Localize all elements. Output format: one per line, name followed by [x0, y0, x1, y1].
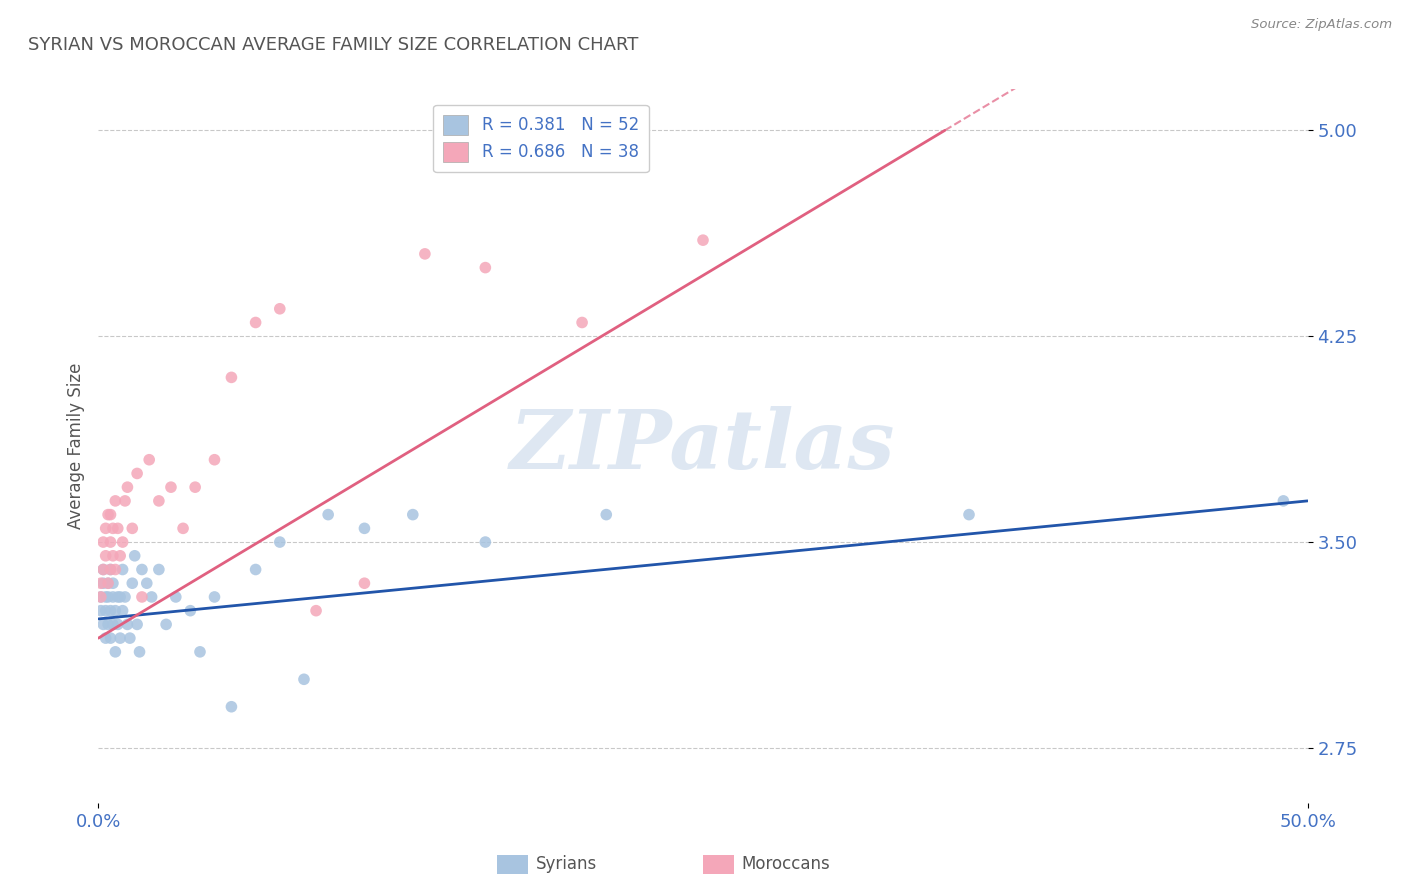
- Point: [104, 645, 127, 659]
- Point: [172, 521, 194, 535]
- Point: [188, 645, 211, 659]
- Point: [108, 631, 131, 645]
- Point: [101, 590, 124, 604]
- Point: [91, 562, 114, 576]
- Point: [97, 508, 120, 522]
- Point: [108, 549, 131, 563]
- Point: [100, 604, 122, 618]
- Point: [97, 576, 120, 591]
- Point: [111, 604, 134, 618]
- Point: [127, 467, 149, 481]
- Point: [402, 508, 425, 522]
- Point: [204, 590, 226, 604]
- Text: Syrians: Syrians: [536, 855, 596, 873]
- Point: [101, 617, 124, 632]
- Point: [121, 576, 143, 591]
- Point: [474, 535, 496, 549]
- Point: [957, 508, 980, 522]
- Point: [474, 260, 496, 275]
- Point: [1272, 494, 1295, 508]
- Point: [94, 590, 117, 604]
- Point: [101, 576, 124, 591]
- Point: [353, 576, 375, 591]
- Point: [138, 452, 160, 467]
- Point: [292, 673, 315, 687]
- Point: [100, 562, 122, 576]
- Point: [131, 562, 153, 576]
- Point: [245, 562, 267, 576]
- Point: [90, 590, 112, 604]
- Point: [269, 301, 291, 316]
- Point: [114, 590, 136, 604]
- Point: [101, 521, 124, 535]
- Point: [91, 562, 114, 576]
- Point: [107, 521, 129, 535]
- Point: [221, 699, 243, 714]
- Point: [148, 562, 170, 576]
- Point: [117, 480, 139, 494]
- Point: [100, 508, 122, 522]
- Text: Moroccans: Moroccans: [741, 855, 830, 873]
- Point: [100, 631, 122, 645]
- Legend: R = 0.381   N = 52, R = 0.686   N = 38: R = 0.381 N = 52, R = 0.686 N = 38: [433, 104, 648, 172]
- Point: [204, 452, 226, 467]
- Point: [127, 617, 149, 632]
- Point: [97, 576, 120, 591]
- Point: [131, 590, 153, 604]
- Point: [135, 576, 157, 591]
- Point: [100, 535, 122, 549]
- Point: [111, 535, 134, 549]
- Point: [179, 604, 201, 618]
- Point: [97, 590, 120, 604]
- Point: [91, 535, 114, 549]
- Point: [124, 549, 146, 563]
- Point: [104, 604, 127, 618]
- Point: [117, 617, 139, 632]
- Point: [221, 370, 243, 384]
- Y-axis label: Average Family Size: Average Family Size: [66, 363, 84, 529]
- Point: [184, 480, 207, 494]
- Point: [305, 604, 328, 618]
- Text: SYRIAN VS MOROCCAN AVERAGE FAMILY SIZE CORRELATION CHART: SYRIAN VS MOROCCAN AVERAGE FAMILY SIZE C…: [28, 36, 638, 54]
- Point: [94, 604, 117, 618]
- Point: [245, 316, 267, 330]
- Point: [104, 562, 127, 576]
- Point: [111, 562, 134, 576]
- Point: [101, 549, 124, 563]
- Point: [148, 494, 170, 508]
- Point: [90, 576, 112, 591]
- Point: [118, 631, 141, 645]
- Point: [94, 549, 117, 563]
- Point: [91, 576, 114, 591]
- Point: [90, 590, 112, 604]
- Point: [595, 508, 617, 522]
- Point: [692, 233, 714, 247]
- Point: [104, 494, 127, 508]
- Point: [114, 494, 136, 508]
- Point: [141, 590, 163, 604]
- Point: [269, 535, 291, 549]
- Point: [97, 617, 120, 632]
- Point: [121, 521, 143, 535]
- Point: [94, 631, 117, 645]
- Point: [165, 590, 187, 604]
- Text: ZIPatlas: ZIPatlas: [510, 406, 896, 486]
- Point: [100, 562, 122, 576]
- Point: [160, 480, 183, 494]
- Point: [107, 617, 129, 632]
- Point: [91, 617, 114, 632]
- Point: [571, 316, 593, 330]
- Point: [108, 590, 131, 604]
- Point: [107, 590, 129, 604]
- Point: [413, 247, 436, 261]
- Text: Source: ZipAtlas.com: Source: ZipAtlas.com: [1251, 18, 1392, 31]
- Point: [128, 645, 150, 659]
- Point: [353, 521, 375, 535]
- Point: [316, 508, 339, 522]
- Point: [90, 604, 112, 618]
- Point: [94, 521, 117, 535]
- Point: [155, 617, 177, 632]
